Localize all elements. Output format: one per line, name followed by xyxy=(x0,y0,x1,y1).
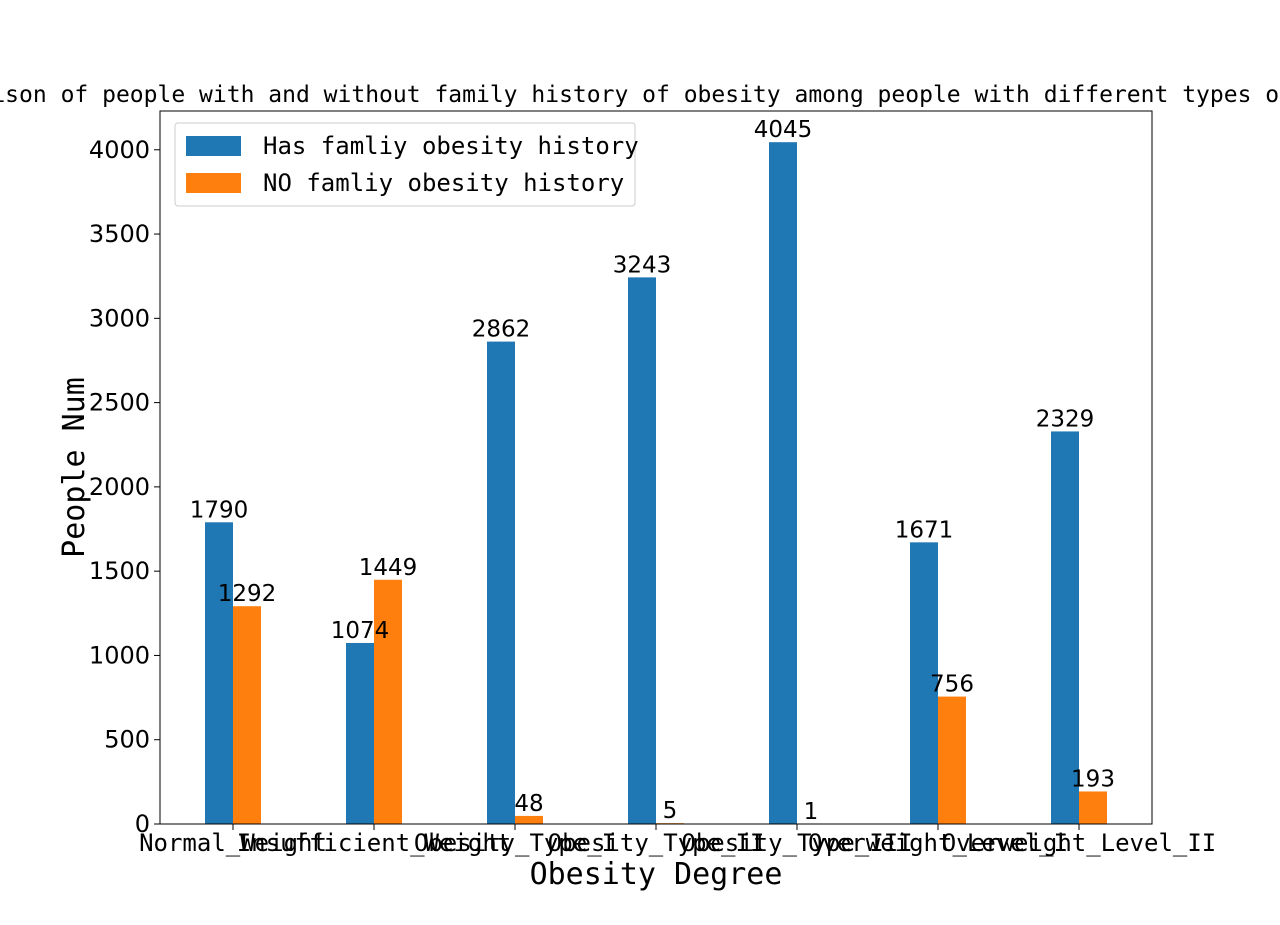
x-axis-label: Obesity Degree xyxy=(530,857,783,892)
bar-value-label: 48 xyxy=(514,791,543,817)
bar-value-label: 1449 xyxy=(359,555,418,581)
bar-value-label: 2329 xyxy=(1036,406,1095,432)
bar-has-history xyxy=(769,142,797,824)
bar-has-history xyxy=(346,642,374,824)
x-tick-label: Obesity_Type_II xyxy=(548,829,765,857)
bar-value-label: 1671 xyxy=(895,517,954,543)
bar-no-history xyxy=(938,696,966,824)
y-axis: 0 500 1000 1500 2000 2500 3000 3500 4000 xyxy=(89,136,160,838)
bars-layer xyxy=(205,142,1107,824)
y-tick-label: 3000 xyxy=(89,304,150,332)
x-tick-label: Obesity_Type_III xyxy=(681,829,912,857)
y-tick-label: 2000 xyxy=(89,473,150,501)
x-tick-label: Normal_Weight xyxy=(139,829,327,857)
legend-box xyxy=(174,122,636,207)
y-tick-label: 4000 xyxy=(89,136,150,164)
x-tick-label: Overweight_Level_I xyxy=(808,829,1068,857)
bar-no-history xyxy=(515,815,543,824)
y-tick-label: 2500 xyxy=(89,389,150,417)
bar-has-history xyxy=(205,522,233,824)
y-tick-label: 500 xyxy=(104,726,150,754)
bar-value-label: 3243 xyxy=(613,252,672,278)
x-tick-label: Overweight_Level_II xyxy=(942,829,1217,857)
bar-value-label: 756 xyxy=(930,672,974,698)
x-tick-label: Insufficient_Weight xyxy=(237,829,512,857)
x-tick-label: Obesity_Type_I xyxy=(414,829,616,857)
bar-value-label: 1790 xyxy=(190,497,249,523)
chart-title: Comparison of people with and without fa… xyxy=(0,82,1280,108)
bar-has-history xyxy=(1051,431,1079,824)
bar-value-label: 1292 xyxy=(218,581,277,607)
bar-no-history xyxy=(1079,791,1107,824)
bar-value-label: 193 xyxy=(1071,766,1115,792)
legend: Has famliy obesity history NO famliy obes… xyxy=(174,122,639,207)
bar-has-history xyxy=(910,542,938,824)
bar-has-history xyxy=(628,277,656,824)
bar-value-label: 4045 xyxy=(754,117,813,143)
legend-label: Has famliy obesity history xyxy=(263,132,639,160)
bar-value-label: 1 xyxy=(804,799,819,825)
y-tick-label: 3500 xyxy=(89,220,150,248)
y-tick-label: 1000 xyxy=(89,641,150,669)
y-tick-label: 1500 xyxy=(89,557,150,585)
legend-swatch xyxy=(186,173,241,193)
x-axis: Normal_WeightInsufficient_WeightObesity_… xyxy=(139,824,1216,857)
bar-labels-layer: 1790 1074 2862 3243 4045 1671 2329 1292 1449 48 5 1… xyxy=(190,117,1115,825)
legend-label: NO famliy obesity history xyxy=(263,169,624,197)
bar-value-label: 5 xyxy=(663,798,678,824)
bar-no-history xyxy=(233,606,261,824)
bar-value-label: 2862 xyxy=(472,317,531,343)
y-axis-label: People Num xyxy=(57,377,92,558)
legend-swatch xyxy=(186,136,241,156)
bar-no-history xyxy=(374,579,402,824)
y-tick-label: 0 xyxy=(135,810,150,838)
bar-has-history xyxy=(487,341,515,824)
bar-value-label: 1074 xyxy=(331,618,390,644)
